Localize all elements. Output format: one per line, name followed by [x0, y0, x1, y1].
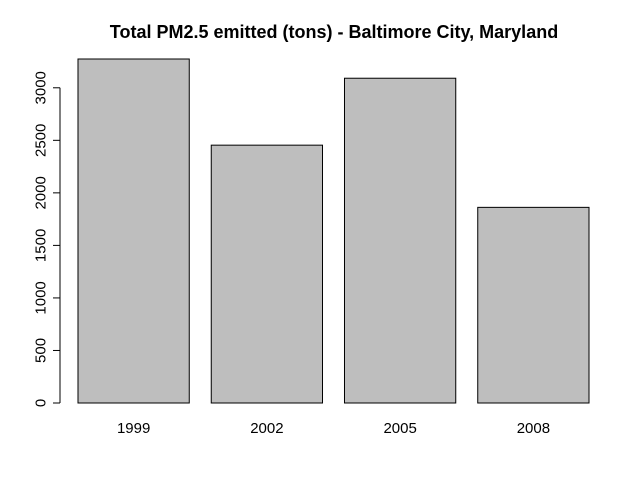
- y-tick-label: 2000: [33, 176, 50, 209]
- bar-2008: [477, 206, 590, 404]
- x-tick-label: 2005: [383, 420, 416, 437]
- chart-title: Total PM2.5 emitted (tons) - Baltimore C…: [110, 22, 558, 42]
- bar-2005: [343, 77, 457, 404]
- x-tick-label: 2008: [517, 420, 550, 437]
- x-axis-labels: 1999 2002 2005 2008: [117, 420, 550, 437]
- x-tick-label: 2002: [250, 420, 283, 437]
- y-tick-label: 1500: [33, 229, 50, 262]
- x-tick-label: 1999: [117, 420, 150, 437]
- y-tick-label: 1000: [33, 281, 50, 314]
- y-tick-label: 0: [33, 399, 50, 407]
- y-tick-label: 500: [33, 338, 50, 363]
- y-tick-label: 2500: [33, 124, 50, 157]
- y-tick-label: 3000: [33, 71, 50, 104]
- bar-1999: [77, 58, 190, 404]
- y-axis: 0 500 1000 1500 2000 2500 3000: [33, 71, 61, 407]
- bar-2002: [210, 144, 324, 404]
- bars: [77, 58, 590, 404]
